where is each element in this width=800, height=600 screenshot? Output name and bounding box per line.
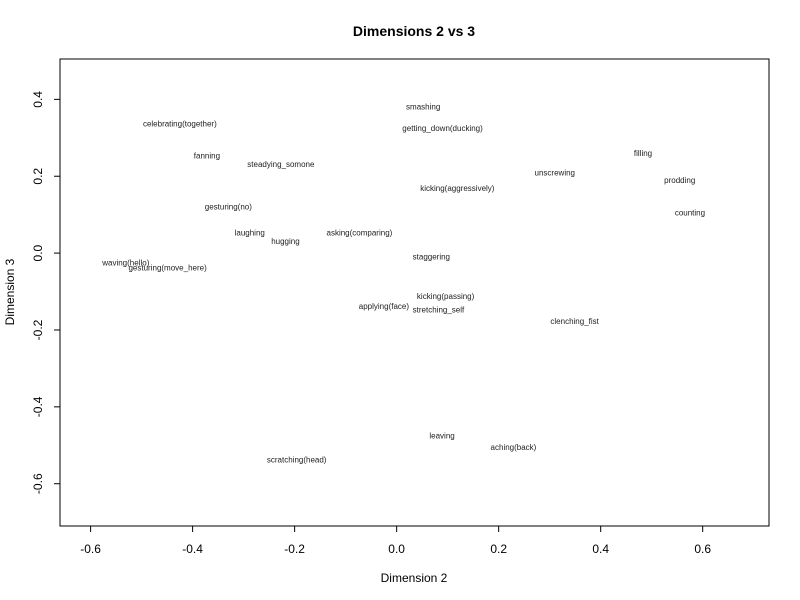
point-label: smashing: [406, 102, 440, 111]
point-label: unscrewing: [535, 168, 575, 177]
point-label: filling: [634, 149, 652, 158]
point-label: asking(comparing): [327, 228, 393, 237]
point-label: counting: [675, 208, 705, 217]
point-label: scratching(head): [267, 456, 327, 465]
x-axis-label: Dimension 2: [381, 571, 448, 585]
point-label: steadying_somone: [247, 160, 315, 169]
point-label: clenching_fist: [550, 317, 599, 326]
x-tick-label: -0.2: [284, 542, 305, 556]
x-tick-label: 0.2: [490, 542, 507, 556]
point-label: gesturing(move_here): [128, 263, 207, 272]
y-tick-label: -0.6: [31, 473, 45, 494]
x-axis: -0.6 -0.4 -0.2 0.0 0.2 0.4 0.6: [80, 526, 711, 556]
point-label: kicking(passing): [417, 292, 475, 301]
point-label: getting_down(ducking): [402, 124, 483, 133]
point-labels: smashing celebrating(together) getting_dow…: [101, 102, 705, 464]
y-tick-label: 0.2: [31, 168, 45, 185]
point-label: staggering: [413, 253, 450, 262]
y-tick-label: -0.2: [31, 319, 45, 340]
point-label: celebrating(together): [143, 120, 217, 129]
x-tick-label: 0.6: [694, 542, 711, 556]
point-label: kicking(aggressively): [420, 184, 495, 193]
point-label: leaving: [429, 431, 454, 440]
x-tick-label: -0.6: [80, 542, 101, 556]
y-axis-label: Dimension 3: [3, 258, 17, 325]
point-label: fanning: [194, 151, 220, 160]
x-tick-label: 0.4: [592, 542, 609, 556]
plot-frame: [59, 58, 770, 527]
point-label: prodding: [664, 176, 695, 185]
point-label: laughing: [235, 228, 265, 237]
x-tick-label: -0.4: [182, 542, 203, 556]
point-label: waving(hello): [101, 259, 149, 268]
chart-title: Dimensions 2 vs 3: [353, 23, 475, 39]
point-label: hugging: [271, 237, 299, 246]
point-label: aching(back): [491, 443, 537, 452]
x-tick-label: 0.0: [388, 542, 405, 556]
y-tick-label: -0.4: [31, 396, 45, 417]
point-label: gesturing(no): [205, 203, 252, 212]
y-tick-label: 0.0: [31, 244, 45, 261]
y-tick-label: 0.4: [31, 91, 45, 108]
y-axis: -0.6 -0.4 -0.2 0.0 0.2 0.4: [31, 91, 60, 494]
point-label: applying(face): [359, 302, 410, 311]
point-label: stretching_self: [413, 306, 465, 315]
